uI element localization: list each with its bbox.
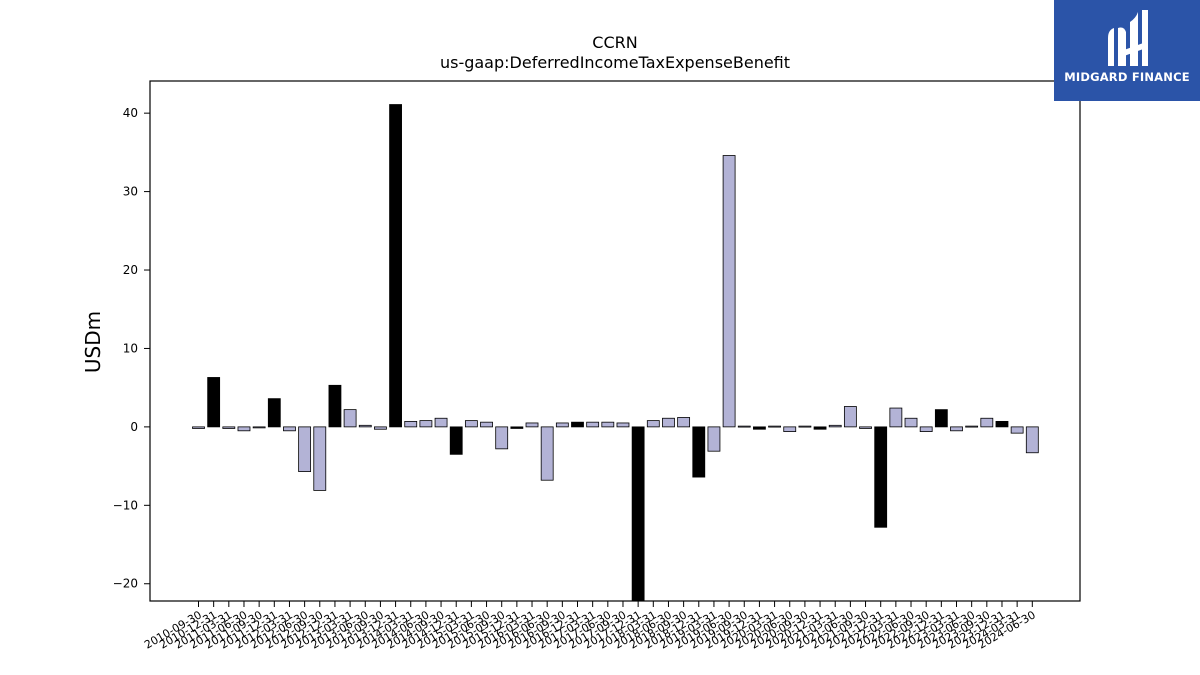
mh-monogram-icon <box>1108 10 1148 66</box>
bar-2017-09-30 <box>616 422 630 428</box>
bar-2022-06-30 <box>904 417 918 428</box>
chart-title: CCRN <box>592 33 637 52</box>
bar-2016-03-31 <box>525 422 539 428</box>
bar-2014-03-31 <box>404 420 418 428</box>
bar-2013-06-30 <box>358 424 372 428</box>
bar-2018-09-30 <box>677 417 691 428</box>
bar-2014-12-31 <box>449 426 463 455</box>
bar-2013-09-30 <box>374 426 387 430</box>
bar-2012-09-30 <box>313 426 327 491</box>
bar-2013-03-31 <box>343 409 357 428</box>
y-axis: −20 −10 0 10 20 30 40 <box>113 106 150 591</box>
bar-2015-06-30 <box>480 421 493 428</box>
y-tick-label: −20 <box>113 577 138 591</box>
bar-2014-06-30 <box>419 420 433 428</box>
bar-2022-12-31 <box>934 409 948 428</box>
y-tick-label: 20 <box>123 263 138 277</box>
y-tick-label: −10 <box>113 498 138 512</box>
bar-2011-09-30 <box>252 426 266 429</box>
y-tick-label: 0 <box>130 420 138 434</box>
x-axis: 2010-09-302010-12-312011-03-312011-06-30… <box>142 601 1038 652</box>
bar-2021-03-31 <box>828 424 842 428</box>
y-tick-label: 30 <box>123 185 138 199</box>
bar-2012-12-31 <box>328 384 342 428</box>
bar-2012-06-30 <box>298 426 312 472</box>
bar-2023-12-31 <box>995 420 1009 428</box>
bar-2011-06-30 <box>237 426 251 432</box>
bar-2023-06-30 <box>965 425 979 428</box>
bar-2018-06-30 <box>662 417 675 428</box>
y-axis-label: USDm <box>81 311 105 373</box>
bar-2022-03-31 <box>889 407 903 428</box>
bar-2024-03-31 <box>1010 426 1024 434</box>
bar-2018-03-31 <box>646 420 660 428</box>
bar-2015-12-31 <box>510 426 524 429</box>
bar-2017-06-30 <box>601 421 615 428</box>
bar-2013-12-31 <box>389 104 402 428</box>
bar-2019-06-30 <box>722 155 736 428</box>
bar-2016-06-30 <box>540 426 554 481</box>
chart-subtitle: us-gaap:DeferredIncomeTaxExpenseBenefit <box>440 53 790 72</box>
bar-2011-12-31 <box>267 398 281 428</box>
bar-2010-09-30 <box>192 426 205 429</box>
bar-2023-03-31 <box>950 426 963 432</box>
bar-2021-06-30 <box>843 406 857 428</box>
bar-2019-09-30 <box>737 425 751 428</box>
bar-2016-12-31 <box>571 421 584 428</box>
bars-group <box>192 104 1039 602</box>
bar-2014-09-30 <box>434 417 448 428</box>
bar-2020-09-30 <box>798 425 812 428</box>
bar-2015-09-30 <box>495 426 509 450</box>
bar-2017-03-31 <box>586 421 600 428</box>
bar-2020-12-31 <box>813 426 827 430</box>
bar-2021-09-30 <box>859 426 872 429</box>
bar-2016-09-30 <box>555 422 569 428</box>
bar-2024-06-30 <box>1025 426 1039 454</box>
bar-2018-12-31 <box>692 426 706 478</box>
logo-text: MIDGARD FINANCE <box>1064 70 1190 84</box>
y-tick-label: 10 <box>123 341 138 355</box>
y-tick-label: 40 <box>123 106 138 120</box>
plot-frame <box>149 80 1081 602</box>
bar-2012-03-31 <box>283 426 296 432</box>
bar-2020-03-31 <box>768 425 781 428</box>
bar-2019-12-31 <box>753 426 766 430</box>
brand-logo: MIDGARD FINANCE <box>1054 0 1200 101</box>
bar-2021-12-31 <box>874 426 888 528</box>
bar-2017-12-31 <box>631 426 645 602</box>
bar-2010-12-31 <box>207 377 221 428</box>
bar-2020-06-30 <box>783 426 797 432</box>
bar-2011-03-31 <box>222 426 236 429</box>
bar-2015-03-31 <box>464 420 478 428</box>
bar-2019-03-31 <box>707 426 721 452</box>
bar-2023-09-30 <box>980 417 994 428</box>
bar-2022-09-30 <box>919 426 933 432</box>
